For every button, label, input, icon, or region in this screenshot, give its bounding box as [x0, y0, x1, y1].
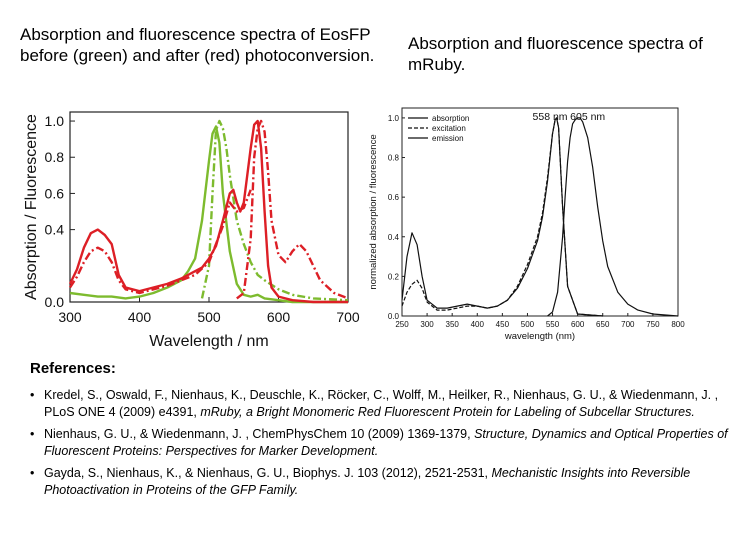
- series-line-green: [200, 119, 349, 302]
- reference-title: Structure, Dynamics and Optical Properti…: [44, 427, 728, 458]
- x-tick-label: 500: [521, 320, 535, 329]
- reference-title: Mechanistic Insights into Reversible Pho…: [44, 466, 691, 497]
- x-tick-label: 550: [546, 320, 560, 329]
- y-axis-label: normalized absorption / fluorescence: [368, 134, 379, 289]
- x-tick-label: 750: [646, 320, 660, 329]
- x-tick-label: 300: [420, 320, 434, 329]
- y-tick-label: 0.8: [388, 154, 400, 163]
- peak-annotation-558: 558 nm: [533, 111, 568, 123]
- reference-text: Gayda, S., Nienhaus, K., & Nienhaus, G. …: [44, 466, 492, 480]
- reference-text: Nienhaus, G. U., & Wiedenmann, J. , Chem…: [44, 427, 475, 441]
- series-line-red: [68, 119, 348, 304]
- y-tick-label: 0.4: [45, 222, 65, 238]
- reference-text: Kredel, S., Oswald, F., Nienhaus, K., De…: [44, 388, 719, 419]
- y-tick-label: 0.6: [45, 185, 65, 201]
- x-tick-label: 700: [621, 320, 635, 329]
- y-tick-label: 0.2: [388, 272, 400, 281]
- mruby-spectra-chart: 250 300 350 400 450 500 550 600 650 700 750 800 0.0 0…: [368, 107, 685, 342]
- x-tick-label: 650: [596, 320, 610, 329]
- y-tick-label: 0.6: [388, 193, 400, 202]
- series-line-emission: [547, 117, 679, 317]
- plot-frame: [69, 111, 349, 303]
- x-tick-label: 450: [496, 320, 510, 329]
- y-tick-label: 0.0: [45, 294, 65, 310]
- y-tick-label: 1.0: [45, 113, 65, 129]
- y-axis-label: Absorption / Fluorescence: [23, 114, 40, 300]
- x-tick-label: 600: [267, 309, 291, 325]
- x-axis-label: Wavelength / nm: [149, 333, 268, 350]
- x-tick-label: 300: [58, 309, 82, 325]
- x-tick-label: 700: [336, 309, 360, 325]
- x-tick-label: 600: [571, 320, 585, 329]
- x-tick-label: 800: [671, 320, 685, 329]
- x-tick-label: 350: [446, 320, 460, 329]
- eosfp-spectra-chart: 300 400 500 600 700 0.0 0.4 0.6 0.8 1.0 Wavelength…: [23, 111, 360, 350]
- x-tick-label: 250: [395, 320, 409, 329]
- x-axis-label: wavelength (nm): [504, 331, 575, 342]
- references-list: Kredel, S., Oswald, F., Nienhaus, K., De…: [30, 387, 730, 499]
- series-line-red: [236, 119, 349, 300]
- legend-label: emission: [432, 134, 464, 143]
- y-tick-label: 1.0: [388, 114, 400, 123]
- series-line-excitation: [401, 117, 603, 317]
- x-tick-label: 400: [471, 320, 485, 329]
- reference-item: Gayda, S., Nienhaus, K., & Nienhaus, G. …: [30, 465, 730, 499]
- eosfp-chart-title: Absorption and fluorescence spectra of E…: [20, 25, 375, 65]
- y-tick-label: 0.4: [388, 233, 400, 242]
- series-line-absorption: [401, 117, 603, 317]
- reference-title: mRuby, a Bright Monomeric Red Fluorescen…: [200, 405, 695, 419]
- series-line-red: [68, 189, 252, 295]
- x-tick-label: 400: [128, 309, 152, 325]
- y-tick-label: 0.8: [45, 149, 65, 165]
- plot-frame: [401, 107, 679, 317]
- peak-annotation-605: 605 nm: [570, 111, 605, 123]
- y-tick-label: 0.0: [388, 312, 400, 321]
- x-tick-label: 500: [197, 309, 221, 325]
- reference-item: Nienhaus, G. U., & Wiedenmann, J. , Chem…: [30, 426, 730, 460]
- series-line-green: [69, 125, 348, 304]
- reference-item: Kredel, S., Oswald, F., Nienhaus, K., De…: [30, 387, 730, 421]
- legend-label: excitation: [432, 124, 466, 133]
- legend-label: absorption: [432, 114, 469, 123]
- references-section: References: Kredel, S., Oswald, F., Nien…: [30, 360, 730, 504]
- mruby-chart-title: Absorption and fluorescence spectra of m…: [408, 34, 703, 74]
- references-heading: References:: [30, 360, 116, 377]
